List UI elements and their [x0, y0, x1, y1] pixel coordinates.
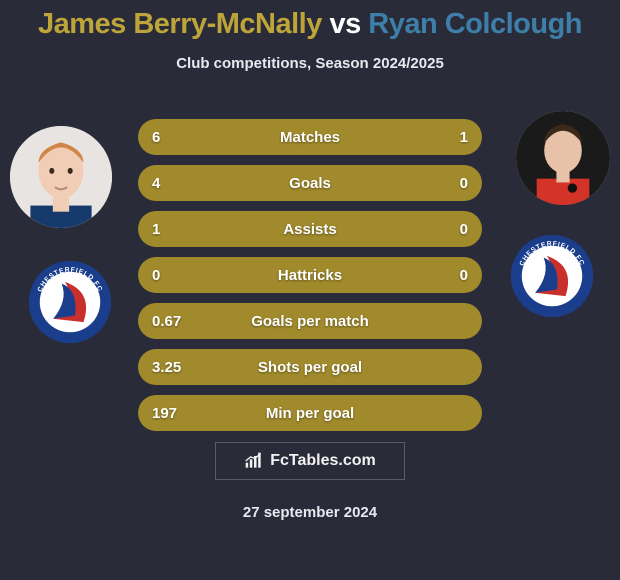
- club-badge-right: CHESTERFIELD FC: [510, 234, 594, 318]
- stat-left-value: 0.67: [152, 313, 181, 330]
- player-right-avatar: [516, 111, 610, 205]
- stat-left-value: 4: [152, 175, 160, 192]
- stat-label: Shots per goal: [258, 359, 362, 376]
- comparison-subtitle: Club competitions, Season 2024/2025: [0, 55, 620, 72]
- stat-row: 0 Hattricks 0: [138, 257, 482, 293]
- bar-chart-icon: [244, 452, 264, 470]
- stat-row: 1 Assists 0: [138, 211, 482, 247]
- fctables-attribution: FcTables.com: [215, 442, 405, 480]
- stat-left-value: 197: [152, 405, 177, 422]
- stats-area: 6 Matches 1 4 Goals 0 1 Assists 0 0 Hattricks 0 0.67…: [138, 119, 482, 441]
- stat-label: Assists: [283, 221, 336, 238]
- stat-label: Goals: [289, 175, 331, 192]
- stat-label: Hattricks: [278, 267, 342, 284]
- stat-row: 6 Matches 1: [138, 119, 482, 155]
- comparison-title: James Berry-McNally vs Ryan Colclough: [0, 0, 620, 41]
- club-badge-left: CHESTERFIELD FC: [28, 260, 112, 344]
- stat-right-value: 1: [460, 129, 468, 146]
- stat-right-value: 0: [460, 175, 468, 192]
- stat-left-value: 3.25: [152, 359, 181, 376]
- stat-label: Goals per match: [251, 313, 369, 330]
- stat-left-value: 6: [152, 129, 160, 146]
- stat-row: 4 Goals 0: [138, 165, 482, 201]
- stat-row: 197 Min per goal: [138, 395, 482, 431]
- stat-row: 0.67 Goals per match: [138, 303, 482, 339]
- stat-left-value: 0: [152, 267, 160, 284]
- player-left-avatar: [10, 126, 112, 228]
- stat-right-value: 0: [460, 267, 468, 284]
- title-vs: vs: [329, 8, 360, 40]
- comparison-date: 27 september 2024: [0, 504, 620, 521]
- stat-label: Min per goal: [266, 405, 354, 422]
- stat-left-value: 1: [152, 221, 160, 238]
- fctables-label: FcTables.com: [270, 452, 376, 470]
- stat-row: 3.25 Shots per goal: [138, 349, 482, 385]
- stat-right-value: 0: [460, 221, 468, 238]
- title-player-2: Ryan Colclough: [368, 8, 582, 40]
- stat-label: Matches: [280, 129, 340, 146]
- title-player-1: James Berry-McNally: [38, 8, 322, 40]
